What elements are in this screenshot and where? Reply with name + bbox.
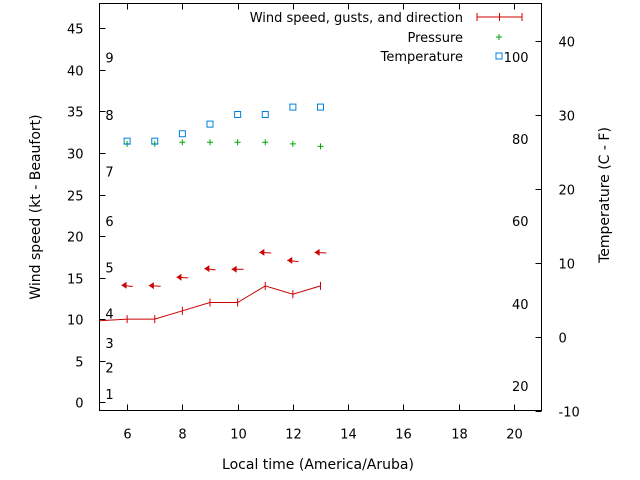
y2-axis-label: Temperature (C - F) xyxy=(597,127,613,264)
y2-tick-label: 20 xyxy=(559,184,576,199)
x-tick-label: 18 xyxy=(451,428,468,443)
data-marks xyxy=(99,103,327,324)
x-axis-label: Local time (America/Aruba) xyxy=(222,457,414,473)
y-tick-label: 25 xyxy=(67,190,84,205)
fahrenheit-label: 100 xyxy=(504,51,529,66)
pressure-point xyxy=(317,143,324,150)
temperature-point xyxy=(317,103,324,111)
y-tick-label: 40 xyxy=(67,65,84,80)
y-axis-label: Wind speed (kt - Beaufort) xyxy=(28,114,44,299)
beaufort-label: 6 xyxy=(105,215,113,230)
pressure-point xyxy=(234,139,241,146)
temperature-point xyxy=(178,130,186,138)
legend-swatch-temperature xyxy=(495,52,503,60)
temperature-point xyxy=(289,103,297,111)
fahrenheit-label: 40 xyxy=(512,298,529,313)
axis-ticks xyxy=(99,3,542,412)
legend-entry-wind: Wind speed, gusts, and direction xyxy=(250,11,463,26)
x-tick-label: 8 xyxy=(178,428,186,443)
gust-arrow-head xyxy=(287,256,293,264)
pressure-point xyxy=(289,140,296,147)
x-tick-label: 16 xyxy=(395,428,412,443)
beaufort-label: 3 xyxy=(105,337,113,352)
beaufort-label: 4 xyxy=(105,307,113,322)
y-tick-label: 5 xyxy=(75,356,83,371)
y-tick-label: 15 xyxy=(67,273,84,288)
y2-tick-label: -10 xyxy=(559,406,580,421)
y-tick-label: 30 xyxy=(67,148,84,163)
legend-entry-temperature: Temperature xyxy=(380,50,463,65)
temperature-point xyxy=(261,111,269,118)
temperature-point xyxy=(151,137,159,145)
plot-frame xyxy=(99,3,542,411)
fahrenheit-label: 20 xyxy=(512,380,529,395)
y2-tick-label: 0 xyxy=(559,332,567,347)
pressure-point xyxy=(179,139,186,146)
pressure-point xyxy=(262,139,269,146)
x-tick-label: 14 xyxy=(340,428,357,443)
legend-swatch-pressure xyxy=(496,34,502,40)
y-tick-label: 20 xyxy=(67,231,84,246)
gust-arrow-head xyxy=(204,265,210,273)
beaufort-label: 5 xyxy=(105,262,113,277)
y2-tick-label: 10 xyxy=(559,258,576,273)
gust-arrow-head xyxy=(148,282,154,290)
y2-tick-label: 40 xyxy=(559,36,576,51)
gust-arrow-head xyxy=(231,265,237,273)
beaufort-label: 7 xyxy=(105,165,113,180)
x-tick-label: 12 xyxy=(285,428,302,443)
legend-entry-pressure: Pressure xyxy=(407,31,463,46)
temperature-point xyxy=(123,137,131,145)
gust-arrow-head xyxy=(176,273,182,281)
legend: Wind speed, gusts, and direction Pressure… xyxy=(250,11,523,65)
beaufort-label: 9 xyxy=(105,51,113,66)
fahrenheit-label: 80 xyxy=(512,133,529,148)
y-tick-label: 10 xyxy=(67,314,84,329)
x-tick-label: 6 xyxy=(123,428,131,443)
gust-arrow-head xyxy=(121,281,127,289)
beaufort-label: 8 xyxy=(105,109,113,124)
y-tick-label: 0 xyxy=(75,397,83,412)
tick-labels: 6 8 10 12 14 16 18 20051015202530354045-1001020… xyxy=(67,23,580,443)
temperature-point xyxy=(206,120,214,128)
beaufort-label: 2 xyxy=(105,361,113,376)
x-tick-label: 20 xyxy=(506,428,523,443)
x-tick-label: 10 xyxy=(230,428,247,443)
beaufort-label: 1 xyxy=(105,388,113,403)
y-tick-label: 45 xyxy=(67,23,84,38)
temperature-point xyxy=(234,111,242,118)
fahrenheit-label: 60 xyxy=(512,215,529,230)
gust-arrow-head xyxy=(314,248,320,256)
y-tick-label: 35 xyxy=(67,106,84,121)
pressure-point xyxy=(207,139,213,146)
y2-tick-label: 30 xyxy=(559,110,576,125)
gust-arrow-head xyxy=(259,248,265,256)
